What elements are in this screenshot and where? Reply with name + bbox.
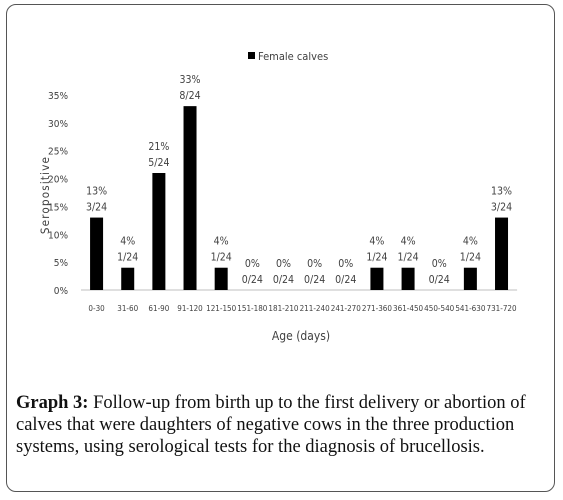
x-tick-label: 121-150: [206, 304, 236, 313]
x-tick-label: 151-180: [237, 304, 267, 313]
bar: [401, 267, 415, 290]
x-tick-label: 731-720: [486, 304, 516, 313]
data-label-percent: 0%: [432, 258, 447, 270]
data-label-count: 0/24: [429, 274, 450, 286]
figure-frame: [6, 4, 555, 492]
data-label-count: 1/24: [460, 252, 481, 264]
y-tick-label: 0%: [54, 286, 69, 297]
bar: [463, 267, 477, 290]
x-axis-label: Age (days): [272, 329, 330, 343]
data-label-percent: 13%: [491, 186, 512, 198]
x-tick-label: 241-270: [331, 304, 361, 313]
bar: [121, 267, 135, 290]
figure-caption: Graph 3: Follow-up from birth up to the …: [16, 392, 551, 458]
data-label-percent: 0%: [245, 258, 260, 270]
bar: [90, 217, 104, 290]
y-tick-label: 30%: [48, 119, 68, 130]
x-tick-label: 91-120: [177, 304, 203, 313]
y-axis-label: Seropositive: [38, 156, 52, 234]
y-tick-label: 5%: [54, 258, 69, 269]
data-label-count: 1/24: [397, 252, 418, 264]
x-tick-label: 271-360: [362, 304, 392, 313]
data-label-percent: 0%: [307, 258, 322, 270]
bar-chart: 0% 5% 10% 15% 20% 25% 30% 35% 0-30 31-60 61-90 91-…: [38, 50, 518, 343]
data-label-count: 5/24: [148, 157, 169, 169]
data-label-count: 1/24: [366, 252, 387, 264]
data-label-count: 3/24: [491, 202, 512, 214]
data-label-percent: 21%: [148, 141, 169, 153]
x-tick-label: 61-90: [148, 304, 169, 313]
data-label-percent: 4%: [401, 236, 416, 248]
data-label-count: 1/24: [117, 252, 138, 264]
caption-label: Graph 3:: [16, 393, 89, 413]
y-tick-label: 15%: [48, 202, 68, 213]
data-label-percent: 33%: [180, 74, 201, 86]
x-tick-label: 0-30: [88, 304, 105, 313]
y-tick-label: 35%: [48, 91, 68, 102]
y-axis-ticks: 0% 5% 10% 15% 20% 25% 30% 35%: [48, 91, 68, 297]
data-label-count: 0/24: [273, 274, 294, 286]
bar: [495, 217, 509, 290]
bar: [152, 173, 166, 290]
data-label-percent: 4%: [120, 236, 135, 248]
x-tick-label: 541-630: [455, 304, 485, 313]
data-label-count: 1/24: [211, 252, 232, 264]
y-tick-label: 20%: [48, 175, 68, 186]
x-tick-label: 181-210: [268, 304, 298, 313]
data-label-count: 8/24: [179, 90, 200, 102]
data-label-count: 0/24: [242, 274, 263, 286]
data-label-count: 0/24: [335, 274, 356, 286]
data-label-percent: 4%: [369, 236, 384, 248]
bar: [214, 267, 228, 290]
data-label-percent: 4%: [463, 236, 478, 248]
legend-swatch: [248, 52, 255, 59]
data-label-percent: 4%: [214, 236, 229, 248]
data-label-count: 0/24: [304, 274, 325, 286]
bar: [183, 106, 197, 291]
data-labels: 13% 3/24 4% 1/24 21% 5/24 33% 8/24 4% 1/24 0% 0/24 0…: [86, 74, 512, 286]
x-tick-label: 450-540: [424, 304, 454, 313]
x-tick-label: 211-240: [300, 304, 330, 313]
bars: [90, 106, 509, 291]
y-tick-label: 10%: [48, 230, 68, 241]
data-label-count: 3/24: [86, 202, 107, 214]
data-label-percent: 13%: [86, 186, 107, 198]
legend-label: Female calves: [258, 50, 328, 63]
x-tick-label: 361-450: [393, 304, 423, 313]
data-label-percent: 0%: [338, 258, 353, 270]
x-tick-label: 31-60: [117, 304, 138, 313]
caption-text: Follow-up from birth up to the first del…: [16, 393, 526, 457]
x-axis-ticks: 0-30 31-60 61-90 91-120 121-150 151-180 181-21…: [88, 304, 517, 313]
y-tick-label: 25%: [48, 147, 68, 158]
bar: [370, 267, 384, 290]
data-label-percent: 0%: [276, 258, 291, 270]
